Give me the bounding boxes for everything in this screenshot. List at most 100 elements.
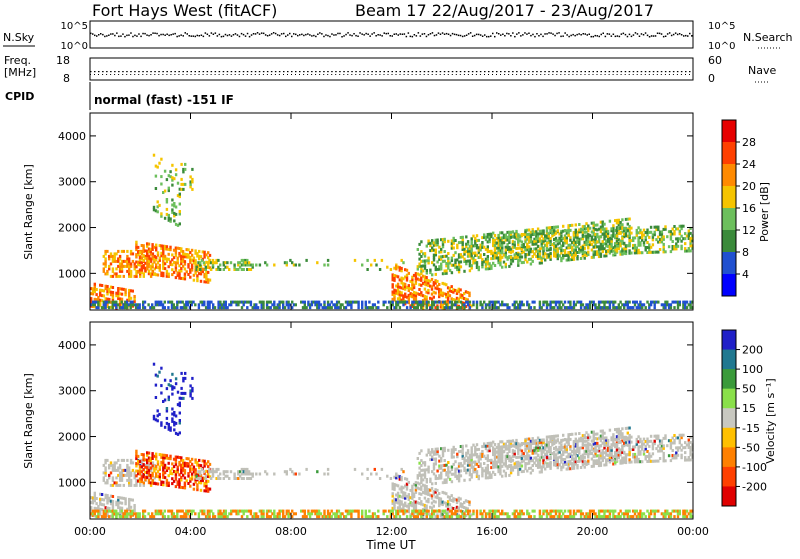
power-cell — [657, 226, 659, 229]
power-cell — [305, 306, 307, 309]
nsky-point — [665, 36, 667, 38]
power-cell — [440, 263, 442, 266]
power-cell — [230, 303, 232, 306]
power-cell — [189, 276, 191, 279]
nsky-point — [209, 35, 211, 37]
power-cell — [497, 234, 499, 237]
nave-point — [576, 74, 577, 75]
nsky-point — [398, 34, 400, 36]
power-cell — [589, 227, 591, 230]
power-cell — [225, 303, 227, 306]
nsky-point — [170, 34, 172, 36]
freq-point — [283, 71, 285, 72]
freq-point — [424, 71, 426, 72]
power-cell — [469, 259, 471, 262]
power-cell — [284, 306, 286, 309]
freq-point — [416, 71, 418, 72]
velocity-cell — [295, 473, 297, 476]
velocity-cell — [112, 476, 114, 479]
freq-point — [243, 71, 245, 72]
power-cell — [539, 252, 541, 255]
freq-point — [295, 71, 297, 72]
power-cell — [677, 306, 679, 309]
power-cell — [679, 230, 681, 233]
nsky-point — [379, 34, 381, 36]
power-cell — [158, 162, 160, 165]
velocity-cell — [175, 415, 177, 418]
nsky-point — [524, 32, 526, 34]
power-cell — [600, 235, 602, 238]
velocity-cell — [175, 422, 177, 425]
freq-point — [327, 71, 329, 72]
power-cell — [639, 301, 641, 304]
velocity-cell — [119, 484, 121, 487]
freq-point — [689, 71, 691, 72]
nave-point — [685, 74, 686, 75]
nave-point — [247, 74, 248, 75]
velocity-cell — [366, 468, 368, 471]
power-cell — [623, 252, 625, 255]
nsky-point — [583, 33, 585, 35]
freq-point — [94, 71, 96, 72]
velocity-cell — [219, 477, 221, 480]
velocity-cell — [101, 493, 103, 496]
nsky-point — [377, 34, 379, 36]
velocity-cell — [273, 473, 275, 476]
nsky-point — [627, 36, 629, 38]
nave-point — [351, 74, 352, 75]
velocity-cell — [95, 502, 97, 505]
nsky-point — [94, 35, 96, 37]
velocity-cell — [451, 494, 453, 497]
freq-point — [187, 71, 189, 72]
power-cell — [304, 301, 306, 304]
nsky-point — [361, 33, 363, 35]
freq-point — [460, 71, 462, 72]
velocity-cell — [142, 463, 144, 466]
velocity-cell — [184, 392, 186, 395]
power-cell — [541, 306, 543, 309]
colorbar-swatch — [722, 186, 736, 209]
power-cell — [584, 257, 586, 260]
power-cell — [207, 251, 209, 254]
power-cell — [598, 248, 600, 251]
nsky-point — [102, 34, 104, 36]
power-cell — [390, 268, 392, 271]
nave-point — [625, 74, 626, 75]
freq-point — [633, 71, 635, 72]
nave-point — [343, 74, 344, 75]
freq-point — [404, 71, 406, 72]
nsky-point — [211, 32, 213, 34]
nsky-point — [390, 35, 392, 37]
velocity-cell — [431, 487, 433, 490]
velocity-cell — [106, 459, 108, 462]
nave-point — [560, 74, 561, 75]
velocity-cell — [469, 478, 471, 481]
nave-point — [512, 74, 513, 75]
velocity-cell — [481, 450, 483, 453]
nsky-point — [205, 32, 207, 34]
nave-point — [283, 74, 284, 75]
nsky-point — [534, 36, 536, 38]
power-cell — [198, 250, 200, 253]
power-cell — [409, 306, 411, 309]
freq-point — [102, 71, 104, 72]
power-cell — [193, 257, 195, 260]
power-cell — [171, 301, 173, 304]
nsky-point — [615, 36, 617, 38]
power-cell — [530, 263, 532, 266]
nsky-point — [589, 34, 591, 36]
velocity-cell — [316, 470, 318, 473]
velocity-cell — [108, 507, 110, 510]
freq-trace — [90, 71, 691, 75]
nsky-point — [631, 36, 633, 38]
power-cell — [338, 301, 340, 304]
power-cell — [555, 244, 557, 247]
nsky-point — [486, 36, 488, 38]
power-cell — [383, 303, 385, 306]
power-cell — [444, 238, 446, 241]
power-cell — [553, 252, 555, 255]
power-cell — [476, 306, 478, 309]
velocity-cell — [230, 470, 232, 473]
freq-point — [436, 71, 438, 72]
